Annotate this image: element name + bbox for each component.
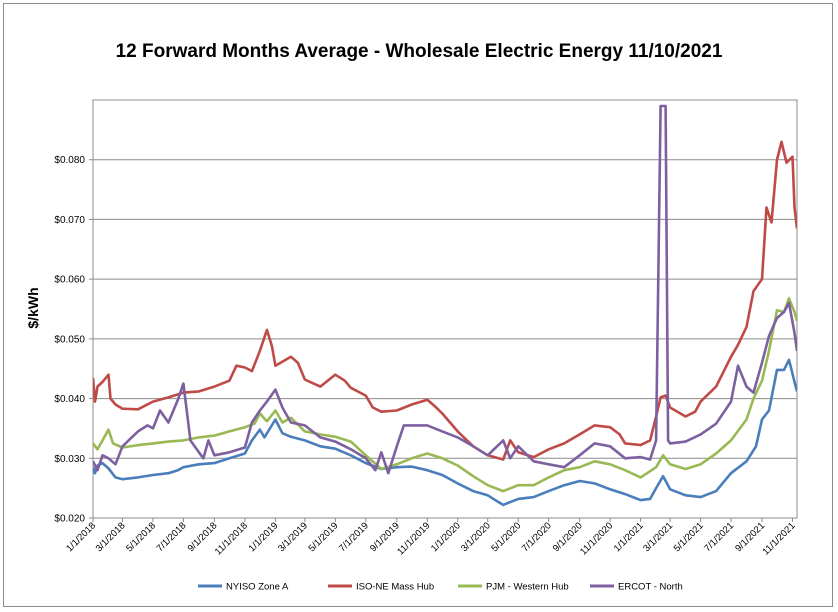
x-tick-label: 3/1/2018 bbox=[94, 520, 128, 554]
chart-frame bbox=[3, 3, 833, 607]
series-line-iso-ne-mass-hub bbox=[93, 140, 797, 461]
y-tick-label: $0.060 bbox=[54, 275, 85, 286]
x-tick-label: 5/1/2021 bbox=[672, 520, 706, 554]
x-tick-label: 7/1/2019 bbox=[337, 520, 371, 554]
x-tick-label: 3/1/2021 bbox=[641, 520, 675, 554]
x-tick-label: 11/1/2020 bbox=[578, 520, 615, 557]
series-line-ercot-north bbox=[93, 104, 797, 475]
y-axis-label: $/kWh bbox=[25, 287, 41, 328]
y-tick-label: $0.030 bbox=[54, 454, 85, 465]
x-tick-label: 1/1/2018 bbox=[64, 520, 98, 554]
x-tick-label: 5/1/2020 bbox=[489, 520, 523, 554]
x-tick-label: 1/1/2020 bbox=[429, 520, 463, 554]
series-line-nyiso-zone-a bbox=[93, 358, 797, 507]
x-tick-label: 7/1/2021 bbox=[702, 520, 736, 554]
y-tick-label: $0.070 bbox=[54, 215, 85, 226]
legend-label: ERCOT - North bbox=[618, 582, 683, 593]
x-tick-label: 5/1/2018 bbox=[124, 520, 158, 554]
x-tick-label: 11/1/2018 bbox=[213, 520, 250, 557]
series-line-pjm-western-hub bbox=[93, 297, 797, 493]
legend-label: PJM - Western Hub bbox=[486, 582, 569, 593]
y-tick-label: $0.020 bbox=[54, 514, 85, 525]
x-tick-label: 5/1/2019 bbox=[307, 520, 341, 554]
chart-title: 12 Forward Months Average - Wholesale El… bbox=[115, 41, 723, 62]
x-tick-label: 3/1/2020 bbox=[459, 520, 493, 554]
x-tick-label: 1/1/2021 bbox=[612, 520, 646, 554]
x-tick-label: 11/1/2021 bbox=[760, 520, 797, 557]
x-tick-label: 1/1/2019 bbox=[247, 520, 281, 554]
plot-area bbox=[92, 99, 798, 519]
y-tick-label: $0.080 bbox=[54, 155, 85, 166]
x-tick-label: 11/1/2019 bbox=[395, 520, 432, 557]
x-tick-label: 7/1/2018 bbox=[155, 520, 189, 554]
legend-label: ISO-NE Mass Hub bbox=[356, 582, 434, 593]
x-tick-label: 3/1/2019 bbox=[276, 520, 310, 554]
y-tick-label: $0.040 bbox=[54, 394, 85, 405]
legend-label: NYISO Zone A bbox=[226, 582, 289, 593]
x-tick-label: 7/1/2020 bbox=[520, 520, 554, 554]
y-tick-label: $0.050 bbox=[54, 334, 85, 345]
